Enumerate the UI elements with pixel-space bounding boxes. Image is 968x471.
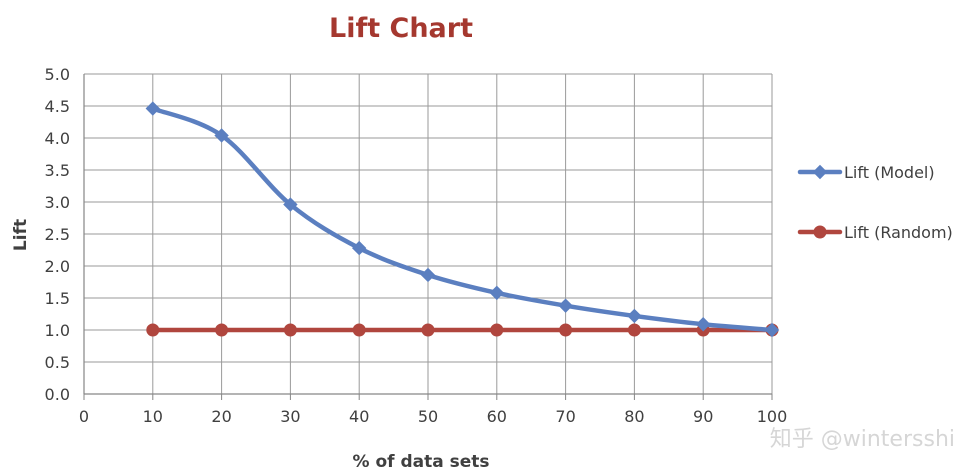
y-tick-label: 1.0 — [45, 321, 70, 340]
x-tick-label: 20 — [211, 407, 231, 426]
grid-lines — [84, 73, 773, 394]
x-tick-label: 30 — [280, 407, 300, 426]
x-tick-label: 0 — [79, 407, 89, 426]
data-point-lift-model — [351, 240, 367, 256]
y-tick-label: 3.5 — [45, 161, 70, 180]
plot-series — [145, 101, 780, 338]
legend-label-lift-random: Lift (Random) — [844, 223, 953, 242]
legend-label-lift-model: Lift (Model) — [844, 163, 935, 182]
y-tick-labels: 0.0 0.5 1.0 1.5 2.0 2.5 3.0 3.5 4.0 4.5 5.0 — [45, 65, 70, 404]
x-tick-label: 80 — [624, 407, 644, 426]
x-tick-label: 10 — [143, 407, 163, 426]
data-point-lift-model — [489, 285, 505, 301]
y-tick-label: 3.0 — [45, 193, 70, 212]
data-point-lift-random — [215, 323, 229, 337]
x-tick-label: 60 — [487, 407, 507, 426]
data-point-lift-model — [558, 298, 573, 313]
data-point-lift-model — [214, 128, 229, 143]
y-tick-label: 4.0 — [45, 129, 70, 148]
x-tick-labels: 0 10 20 30 40 50 60 70 80 90 100 — [79, 407, 787, 426]
data-point-lift-model — [145, 101, 161, 116]
y-tick-label: 2.5 — [45, 225, 70, 244]
data-point-lift-model — [764, 322, 780, 338]
x-tick-label: 70 — [555, 407, 575, 426]
data-point-lift-random — [421, 323, 435, 337]
data-point-lift-model — [627, 308, 642, 324]
data-point-lift-random — [490, 323, 504, 337]
data-point-lift-random — [146, 323, 160, 337]
x-tick-label: 40 — [349, 407, 369, 426]
chart-title: Lift Chart — [329, 13, 473, 44]
data-point-lift-model — [420, 267, 436, 283]
x-axis-label: % of data sets — [353, 452, 490, 471]
y-tick-label: 0.5 — [45, 353, 70, 372]
data-point-lift-random — [352, 323, 366, 337]
y-tick-label: 2.0 — [45, 257, 70, 276]
data-point-lift-random — [283, 323, 297, 337]
axes — [83, 74, 773, 400]
legend-marker-lift-random — [813, 225, 827, 239]
y-tick-label: 1.5 — [45, 289, 70, 308]
watermark: 知乎 @wintersshi — [770, 427, 955, 452]
data-point-lift-model — [695, 317, 711, 332]
y-axis-label: Lift — [11, 219, 31, 251]
legend-marker-lift-model — [812, 164, 828, 180]
series-line-lift-model — [150, 106, 775, 333]
y-tick-label: 4.5 — [45, 97, 70, 116]
x-tick-label: 50 — [418, 407, 438, 426]
x-tick-label: 90 — [693, 407, 713, 426]
data-point-lift-model — [283, 197, 298, 212]
y-tick-label: 0.0 — [45, 385, 70, 404]
data-point-lift-random — [627, 323, 641, 337]
x-tick-label: 100 — [757, 407, 788, 426]
y-tick-label: 5.0 — [45, 65, 70, 84]
legend: Lift (Model) Lift (Random) — [797, 163, 953, 242]
data-point-lift-random — [559, 323, 573, 337]
